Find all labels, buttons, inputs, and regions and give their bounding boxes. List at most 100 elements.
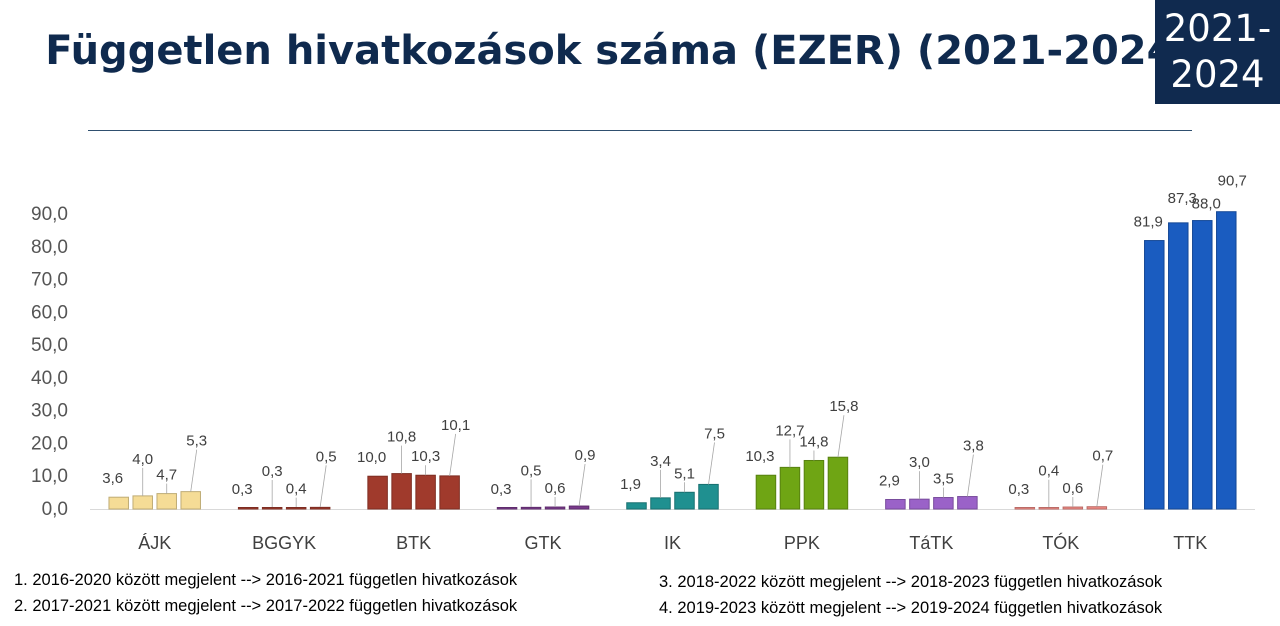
data-label: 3,0	[909, 454, 930, 471]
category-label: TÓK	[1042, 532, 1079, 553]
bar	[180, 491, 201, 510]
y-tick-label: 80,0	[31, 237, 68, 258]
footnote-2: 2. 2017-2021 között megjelent --> 2017-2…	[14, 597, 518, 615]
page-title: Független hivatkozások száma (EZER) (202…	[45, 28, 1193, 74]
category-label: BTK	[396, 533, 431, 553]
bar	[367, 475, 388, 510]
data-label: 4,0	[132, 451, 153, 468]
category-label: TTK	[1173, 533, 1207, 553]
data-label: 3,5	[933, 471, 954, 488]
data-label: 10,0	[357, 449, 386, 466]
bar	[1086, 506, 1108, 510]
data-label: 90,7	[1218, 173, 1247, 190]
label-leader-line	[708, 442, 715, 485]
data-label: 0,6	[545, 480, 566, 497]
badge-line-2: 2024	[1170, 53, 1265, 96]
y-tick-label: 30,0	[31, 401, 68, 422]
data-label: 0,5	[521, 462, 542, 479]
label-leader-line	[1096, 464, 1104, 507]
data-label: 2,9	[879, 472, 900, 489]
data-label: 1,9	[620, 476, 641, 493]
data-label: 15,8	[829, 398, 858, 415]
label-leader-line	[449, 433, 457, 476]
label-leader-line	[319, 465, 327, 508]
data-label: 5,3	[186, 433, 207, 450]
data-label: 0,7	[1092, 448, 1113, 465]
bar	[309, 506, 331, 510]
data-label: 0,9	[575, 447, 596, 464]
category-label: ÁJK	[138, 533, 171, 553]
data-label: 12,7	[775, 422, 804, 439]
bar	[285, 507, 307, 510]
data-label: 0,3	[1008, 481, 1029, 498]
bar	[650, 497, 671, 510]
data-label: 10,8	[387, 429, 416, 446]
bar	[496, 507, 518, 510]
bar	[957, 496, 978, 510]
data-label: 0,3	[491, 481, 512, 498]
category-label: IK	[664, 533, 681, 553]
category-label: BGGYK	[252, 533, 316, 553]
data-label: 87,3	[1168, 190, 1197, 207]
bar	[803, 459, 825, 510]
bar	[779, 466, 801, 510]
bar	[1144, 240, 1165, 510]
bar	[544, 506, 566, 510]
bar	[568, 505, 590, 510]
data-label: 0,4	[286, 481, 307, 498]
label-leader-line	[966, 454, 974, 497]
badge-line-1: 2021-	[1163, 7, 1272, 50]
bar	[156, 493, 177, 510]
y-tick-label: 40,0	[31, 368, 68, 389]
footnote-1: 1. 2016-2020 között megjelent --> 2016-2…	[14, 571, 518, 589]
data-label: 3,8	[963, 438, 984, 455]
bar	[1192, 220, 1213, 510]
y-tick-label: 0,0	[42, 499, 68, 520]
data-label: 0,4	[1038, 463, 1059, 480]
data-label: 0,5	[316, 448, 337, 465]
category-label: PPK	[784, 533, 820, 553]
data-label: 5,1	[674, 465, 695, 482]
y-tick-label: 90,0	[31, 204, 68, 225]
bar	[1062, 506, 1084, 510]
bar	[885, 498, 906, 510]
data-label: 7,5	[704, 425, 725, 442]
y-tick-label: 20,0	[31, 433, 68, 454]
footnote-3: 3. 2018-2022 között megjelent --> 2018-2…	[659, 573, 1163, 591]
label-leader-line	[190, 449, 198, 492]
bar	[909, 498, 930, 510]
bar	[520, 506, 542, 510]
data-label: 3,4	[650, 453, 671, 470]
data-label: 10,3	[745, 448, 774, 465]
y-tick-label: 70,0	[31, 270, 68, 291]
data-label: 0,3	[262, 463, 283, 480]
data-label: 81,9	[1134, 214, 1163, 231]
data-label: 4,7	[156, 467, 177, 484]
data-label: 14,8	[799, 433, 828, 450]
bar	[1216, 211, 1237, 510]
title-divider	[88, 130, 1192, 131]
bar	[237, 507, 259, 510]
footnote-4: 4. 2019-2023 között megjelent --> 2019-2…	[659, 599, 1163, 617]
data-label: 3,6	[102, 470, 123, 487]
y-tick-label: 10,0	[31, 466, 68, 487]
bar	[674, 491, 695, 510]
bar	[391, 473, 412, 510]
category-label: TáTK	[909, 533, 953, 553]
bar	[933, 497, 954, 510]
data-label: 88,0	[1192, 196, 1221, 213]
data-label: 10,3	[411, 448, 440, 465]
category-label: GTK	[525, 533, 562, 553]
data-label: 0,3	[232, 481, 253, 498]
bar	[755, 474, 777, 510]
data-label: 10,1	[441, 417, 470, 434]
data-label: 0,6	[1062, 480, 1083, 497]
bar	[261, 507, 283, 510]
bar	[1038, 507, 1060, 510]
bar	[1168, 222, 1189, 510]
bar	[698, 483, 719, 510]
y-tick-label: 50,0	[31, 335, 68, 356]
year-range-badge: 2021- 2024	[1155, 0, 1280, 104]
bar	[132, 495, 153, 510]
